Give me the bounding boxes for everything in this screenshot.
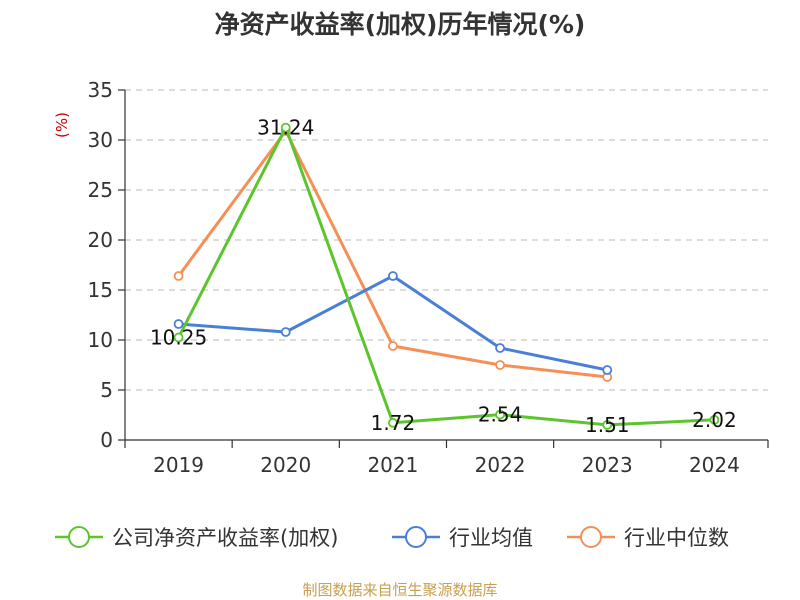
- series-line: [177, 126, 715, 427]
- legend-marker: [405, 526, 427, 548]
- data-point: [495, 409, 505, 420]
- legend-label: 行业中位数: [624, 526, 729, 550]
- axes: 0 5 10 15 20 25 30 35 2019 2020 2021 2022 2023 2024: [88, 78, 769, 477]
- data-point: [173, 332, 184, 343]
- x-tick-label: 2023: [582, 453, 633, 477]
- data-label: 2.54: [478, 403, 523, 427]
- data-point: [173, 319, 184, 329]
- data-label: 1.72: [371, 411, 416, 435]
- data-point: [173, 271, 184, 281]
- x-tick-label: 2020: [260, 453, 311, 477]
- data-point: [388, 417, 398, 428]
- y-tick-label: 10: [88, 328, 113, 352]
- legend-marker: [580, 526, 602, 548]
- data-point: [495, 343, 505, 353]
- y-tick-label: 30: [88, 128, 113, 152]
- x-tick-label: 2024: [689, 453, 740, 477]
- data-label: 31.24: [257, 116, 314, 140]
- data-point: [388, 271, 398, 281]
- y-tick-label: 20: [88, 228, 113, 252]
- source-note: 制图数据来自恒生聚源数据库: [302, 581, 497, 599]
- data-point: [495, 360, 505, 370]
- chart-title: 净资产收益率(加权)历年情况(%): [215, 10, 586, 39]
- data-point: [709, 414, 720, 425]
- data-point: [280, 327, 291, 337]
- data-label: 1.51: [585, 413, 630, 437]
- y-axis-unit: (%): [53, 112, 71, 138]
- legend: 公司净资产收益率(加权) 行业均值 行业中位数: [55, 526, 729, 550]
- y-tick-label: 0: [100, 428, 113, 452]
- data-point: [602, 419, 613, 430]
- data-label: 10.25: [150, 326, 207, 350]
- gridlines: [125, 89, 768, 391]
- data-point: [280, 122, 291, 133]
- y-tick-label: 35: [88, 78, 113, 102]
- legend-label: 行业均值: [449, 526, 533, 550]
- series-lines: [173, 122, 720, 430]
- legend-label: 公司净资产收益率(加权): [112, 526, 338, 550]
- data-point: [388, 341, 398, 351]
- legend-marker: [68, 526, 90, 548]
- y-tick-label: 5: [100, 378, 113, 402]
- x-tick-label: 2021: [367, 453, 418, 477]
- x-tick-label: 2019: [153, 453, 204, 477]
- data-label: 2.02: [692, 408, 737, 432]
- data-point: [602, 365, 613, 375]
- y-tick-label: 15: [88, 278, 113, 302]
- y-tick-label: 25: [88, 178, 113, 202]
- data-labels: 10.25 31.24 1.72 2.54 1.51 2.02: [150, 116, 737, 437]
- x-tick-label: 2022: [475, 453, 526, 477]
